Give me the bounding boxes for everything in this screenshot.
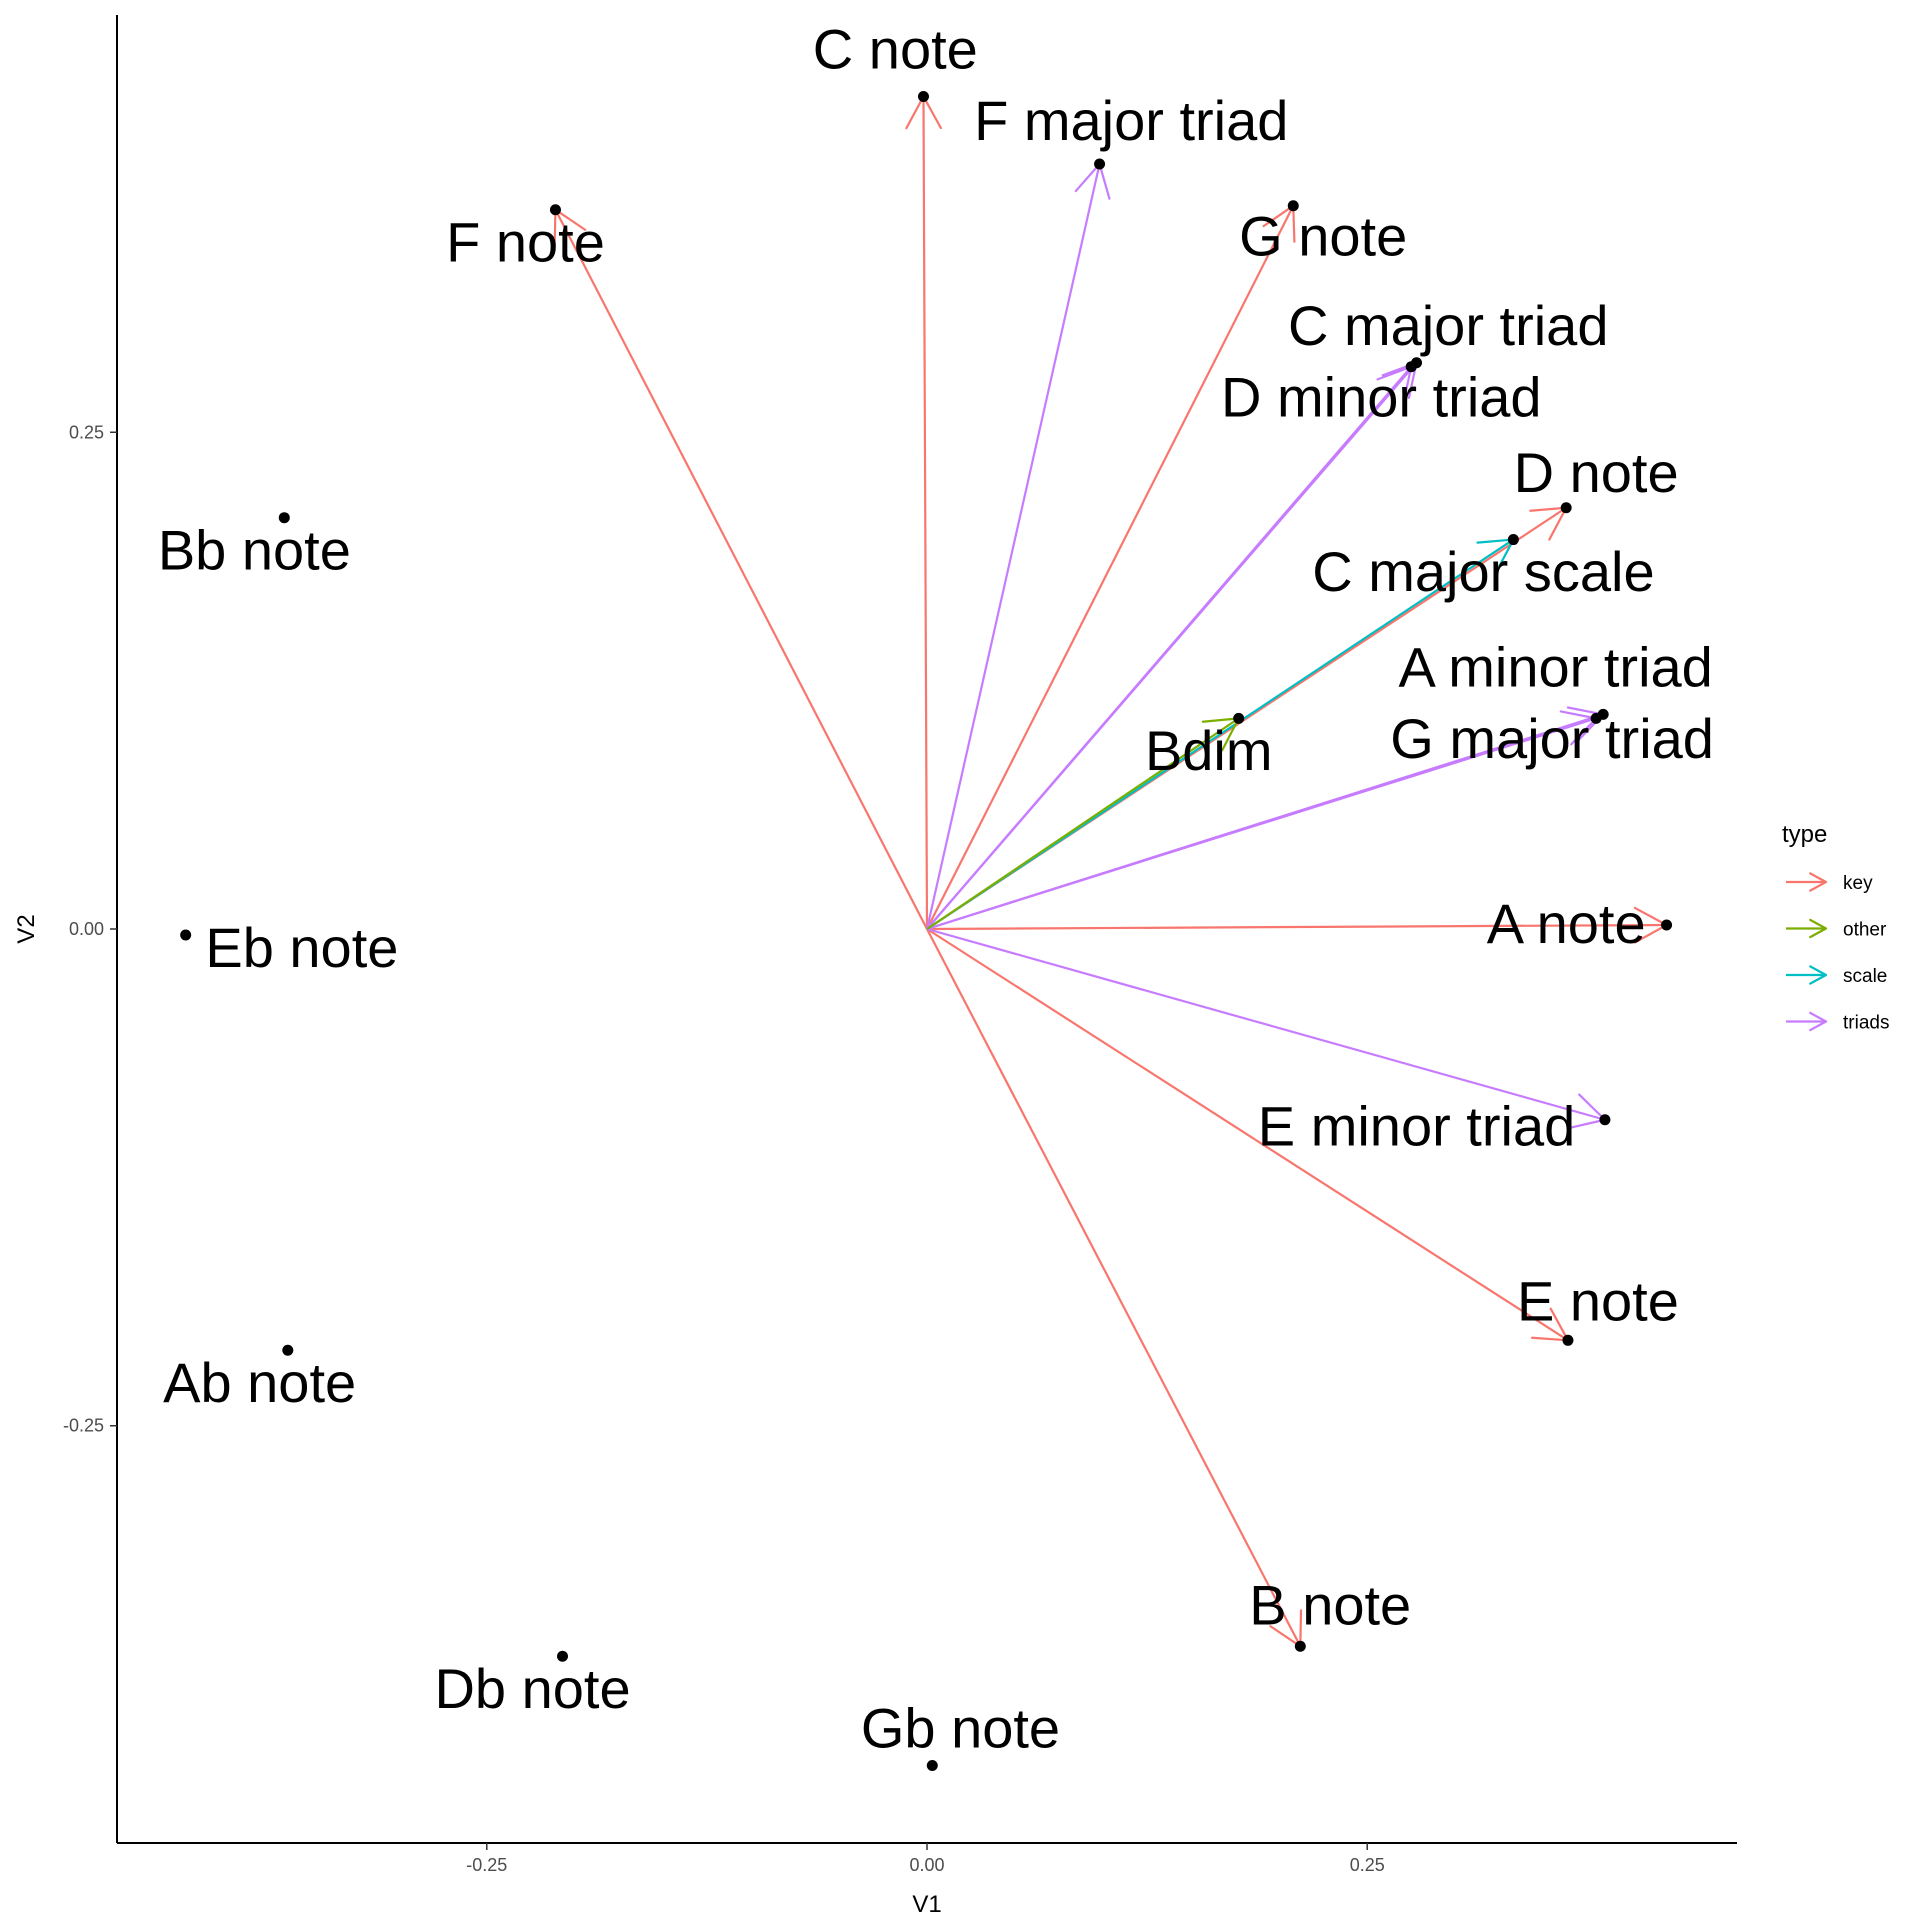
point-label: F major triad <box>974 89 1288 152</box>
data-point <box>926 1760 938 1772</box>
legend-key-arrowhead <box>1809 872 1828 892</box>
legend-label: other <box>1843 920 1887 941</box>
point-label: E note <box>1517 1269 1679 1332</box>
x-tick-label: 0.00 <box>909 1855 944 1875</box>
point-label: B note <box>1249 1573 1411 1636</box>
data-point <box>180 929 192 941</box>
point-label: G note <box>1239 204 1407 267</box>
x-axis-title: V1 <box>912 1891 941 1918</box>
vector-line <box>926 205 1295 930</box>
axes: -0.25 0.00 0.25 0.25 0.00 -0.25 V1 V2 <box>13 15 1737 1918</box>
vector-arrow <box>926 928 1303 1648</box>
data-point <box>1294 1640 1306 1652</box>
data-point <box>1560 502 1572 514</box>
data-point <box>1562 1334 1574 1346</box>
point-label: C major triad <box>1288 294 1609 357</box>
legend: type key other scale triads <box>1782 821 1889 1034</box>
data-point <box>1507 534 1519 546</box>
y-tick-label: 0.00 <box>69 919 104 939</box>
data-point <box>917 90 929 102</box>
vector-arrow <box>925 162 1111 930</box>
x-tick-label: 0.25 <box>1350 1855 1385 1875</box>
point-labels: C note F major triad F note G note C major t… <box>158 18 1714 1760</box>
vector-arrows <box>553 95 1668 1648</box>
legend-entry: triads <box>1786 1011 1889 1034</box>
point-label: Gb note <box>861 1697 1060 1760</box>
y-tick-label: -0.25 <box>63 1416 104 1436</box>
vector-line <box>926 923 1667 931</box>
data-point <box>282 1344 294 1356</box>
legend-key-arrowhead <box>1809 1011 1828 1032</box>
legend-key-arrowhead <box>1809 965 1828 985</box>
vector-line <box>926 365 1413 930</box>
point-label: Eb note <box>205 916 398 979</box>
legend-label: triads <box>1843 1013 1889 1034</box>
vector-line <box>925 163 1101 930</box>
data-point <box>278 512 290 524</box>
y-tick-label: 0.25 <box>69 422 104 442</box>
point-label: F note <box>446 210 605 273</box>
vector-line <box>926 717 1597 931</box>
vector-line <box>554 209 928 930</box>
vector-arrow <box>553 208 928 930</box>
vector-line <box>926 717 1240 930</box>
vector-line <box>926 927 1606 1121</box>
point-label: Ab note <box>163 1351 356 1414</box>
point-label: A minor triad <box>1398 636 1712 699</box>
point-label: Bb note <box>158 518 351 581</box>
data-points <box>180 90 1673 1772</box>
point-label: D minor triad <box>1221 365 1542 428</box>
data-point <box>1094 158 1106 170</box>
legend-entry: other <box>1786 918 1887 941</box>
vector-line <box>922 96 929 930</box>
legend-label: scale <box>1843 966 1887 987</box>
point-label: D note <box>1514 441 1679 504</box>
legend-key-arrowhead <box>1809 918 1828 939</box>
legend-label: key <box>1843 873 1873 894</box>
point-label: C major scale <box>1312 540 1654 603</box>
x-tick-label: -0.25 <box>466 1855 507 1875</box>
data-point <box>1661 919 1673 931</box>
data-point <box>549 204 561 216</box>
data-point <box>1405 361 1417 373</box>
point-label: A note <box>1487 892 1646 955</box>
legend-entry: key <box>1786 872 1873 894</box>
legend-title: type <box>1782 821 1827 848</box>
vector-arrow <box>905 95 942 930</box>
vector-line <box>926 928 1302 1647</box>
point-label: C note <box>813 18 978 81</box>
point-label: E minor triad <box>1258 1095 1575 1158</box>
data-point <box>1233 712 1245 724</box>
data-point <box>557 1650 568 1662</box>
y-axis-title: V2 <box>13 914 40 943</box>
point-label: Bdim <box>1145 719 1273 782</box>
vector-line <box>926 928 1569 1342</box>
legend-entry: scale <box>1786 965 1887 987</box>
data-point <box>1590 712 1602 724</box>
point-label: Db note <box>434 1657 630 1720</box>
data-point <box>1287 200 1299 212</box>
data-point <box>1599 1114 1611 1126</box>
point-label: G major triad <box>1390 707 1714 770</box>
